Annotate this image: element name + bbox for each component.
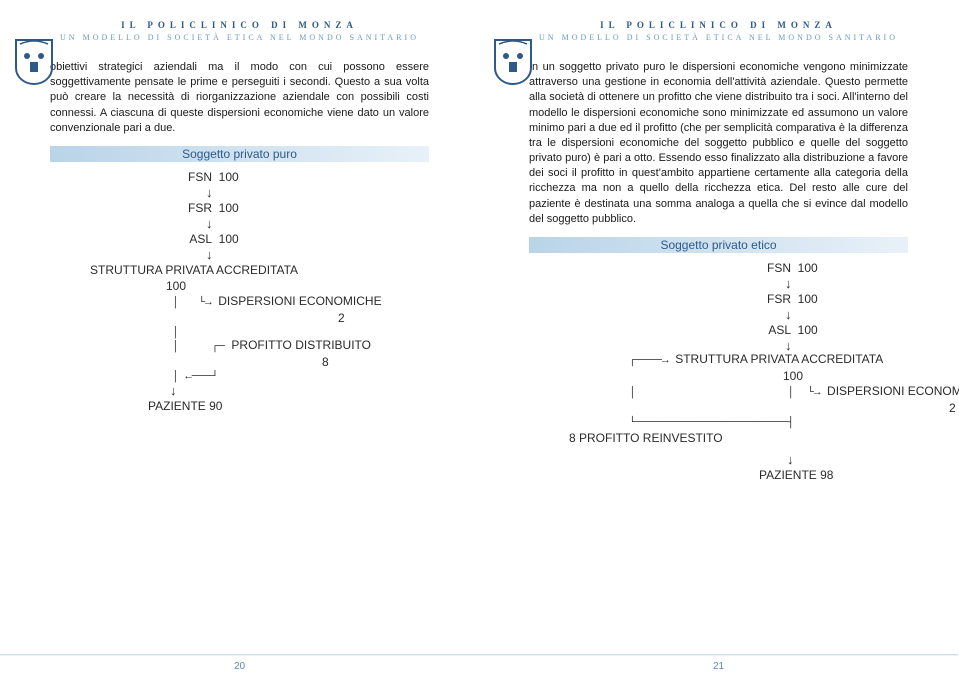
connector: └───────────────────────┤ bbox=[629, 417, 908, 429]
header-right: IL POLICLINICO DI MONZA UN MODELLO DI SO… bbox=[529, 20, 908, 42]
flow-struttura-val: 100 bbox=[783, 369, 908, 383]
flow-profitto-val: 8 bbox=[322, 355, 429, 369]
header-left: IL POLICLINICO DI MONZA UN MODELLO DI SO… bbox=[50, 20, 429, 42]
arrow-down-icon: ↓ bbox=[785, 308, 908, 321]
arrow-down-icon: ↓ bbox=[206, 248, 429, 261]
connector: │ ┌─ PROFITTO DISTRIBUITO bbox=[172, 339, 429, 353]
flow-fsn: FSN 100 bbox=[759, 261, 908, 275]
diagram-title-bar-left: Soggetto privato puro bbox=[50, 146, 429, 162]
page-number-right: 21 bbox=[713, 661, 724, 672]
header-subtitle: UN MODELLO DI SOCIETÀ ETICA NEL MONDO SA… bbox=[529, 33, 908, 42]
header-subtitle: UN MODELLO DI SOCIETÀ ETICA NEL MONDO SA… bbox=[50, 33, 429, 42]
arrow-down-icon: ↓ bbox=[787, 453, 908, 466]
logo-right bbox=[493, 38, 533, 86]
page-number-left: 20 bbox=[234, 661, 245, 672]
page-spread: IL POLICLINICO DI MONZA UN MODELLO DI SO… bbox=[0, 0, 959, 684]
arrow-down-icon: ↓ bbox=[785, 339, 908, 352]
paragraph-right: In un soggetto privato puro le dispersio… bbox=[529, 60, 908, 227]
arrow-down-icon: ↓ bbox=[785, 277, 908, 290]
flow-paziente: PAZIENTE 90 bbox=[148, 399, 429, 413]
connector: │ │ └→ DISPERSIONI ECONOMICHE bbox=[629, 385, 908, 399]
flow-profitto: 8 PROFITTO REINVESTITO bbox=[569, 431, 908, 445]
flow-fsr: FSR 100 bbox=[759, 292, 908, 306]
connector: ┌────→ STRUTTURA PRIVATA ACCREDITATA bbox=[629, 353, 908, 367]
arrow-down-icon: ↓ bbox=[170, 384, 429, 397]
connector: │ └→ DISPERSIONI ECONOMICHE bbox=[172, 295, 429, 309]
diagram-left: FSN 100 ↓ FSR 100 ↓ ASL 100 ↓ STRUTTURA … bbox=[50, 170, 429, 413]
connector: │ ←───┘ bbox=[172, 371, 429, 383]
logo-left bbox=[14, 38, 54, 86]
arrow-down-icon: ↓ bbox=[206, 186, 429, 199]
flow-fsr: FSR 100 bbox=[180, 201, 429, 215]
diagram-title-right: Soggetto privato etico bbox=[660, 238, 776, 252]
page-right: IL POLICLINICO DI MONZA UN MODELLO DI SO… bbox=[479, 0, 958, 684]
header-title: IL POLICLINICO DI MONZA bbox=[529, 20, 908, 30]
footer-rule bbox=[0, 654, 479, 656]
flow-struttura-val: 100 bbox=[166, 279, 429, 293]
diagram-title-left: Soggetto privato puro bbox=[182, 147, 297, 161]
flow-paziente: PAZIENTE 98 bbox=[759, 468, 908, 482]
paragraph-left: obiettivi strategici aziendali ma il mod… bbox=[50, 60, 429, 136]
diagram-right: FSN 100 ↓ FSR 100 ↓ ASL 100 ↓ ┌────→ STR… bbox=[529, 261, 908, 482]
header-title: IL POLICLINICO DI MONZA bbox=[50, 20, 429, 30]
diagram-title-bar-right: Soggetto privato etico bbox=[529, 237, 908, 253]
page-left: IL POLICLINICO DI MONZA UN MODELLO DI SO… bbox=[0, 0, 479, 684]
flow-fsn: FSN 100 bbox=[180, 170, 429, 184]
flow-dispersioni-val: 2 bbox=[338, 311, 429, 325]
footer-rule bbox=[479, 654, 958, 656]
flow-asl: ASL 100 bbox=[759, 323, 908, 337]
arrow-down-icon: ↓ bbox=[206, 217, 429, 230]
flow-asl: ASL 100 bbox=[180, 232, 429, 246]
flow-struttura: STRUTTURA PRIVATA ACCREDITATA bbox=[90, 263, 429, 277]
